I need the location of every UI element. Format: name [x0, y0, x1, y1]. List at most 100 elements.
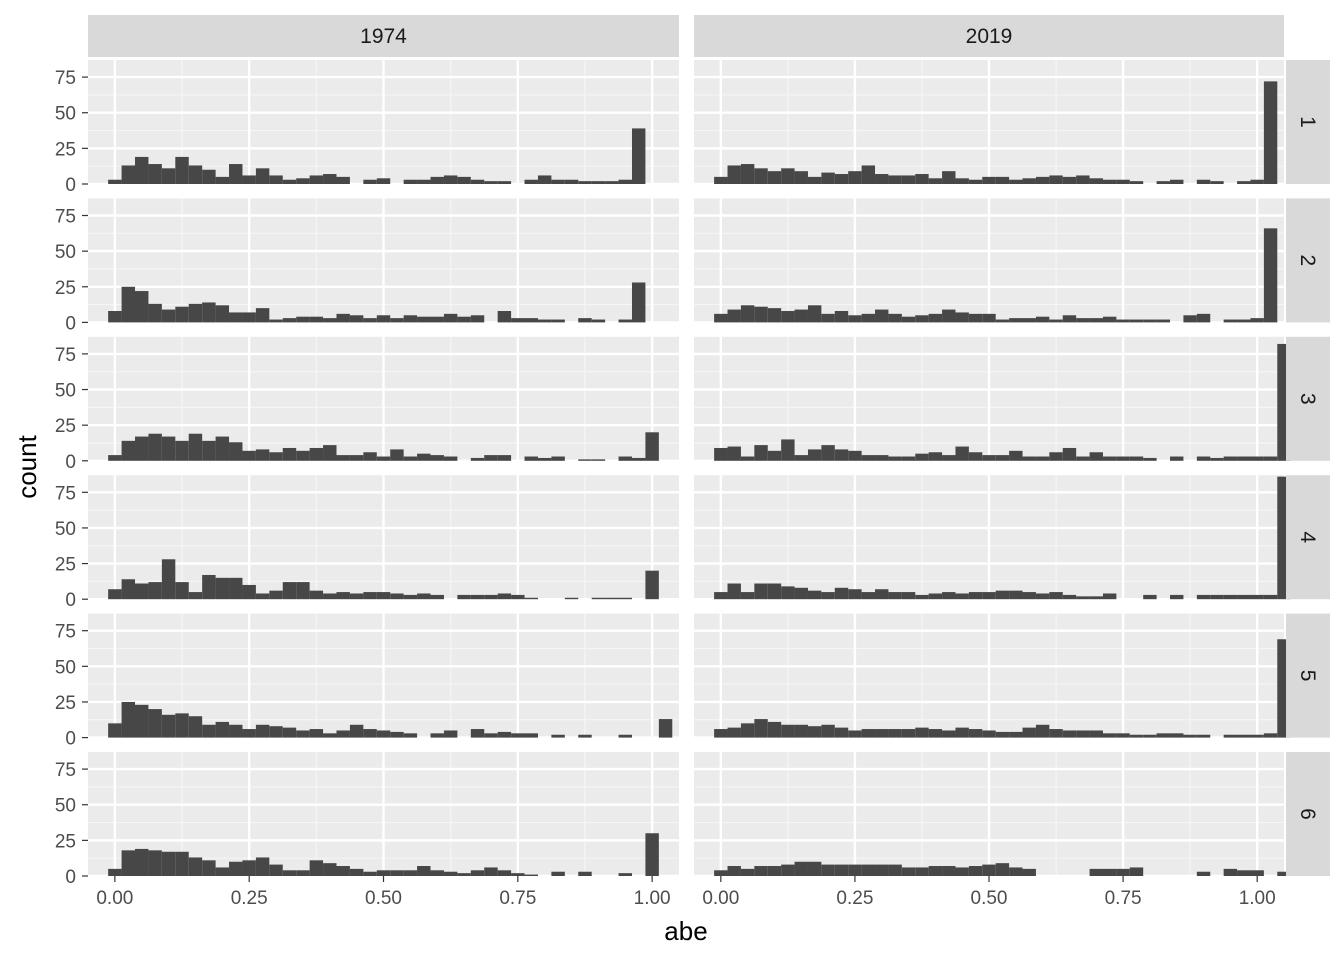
histogram-bar [497, 731, 512, 738]
histogram-bar [888, 729, 902, 738]
histogram-bar [524, 733, 538, 738]
histogram-bar [928, 729, 943, 738]
panel-2019-1 [694, 60, 1284, 186]
histogram-bar [821, 864, 835, 876]
histogram-bar [309, 175, 324, 184]
histogram-bar [175, 851, 189, 876]
histogram-bar [161, 436, 176, 461]
histogram-bar [915, 315, 929, 323]
histogram-bar [242, 450, 256, 461]
histogram-bar [390, 318, 404, 323]
histogram-bar [821, 445, 835, 461]
histogram-bar [1022, 318, 1036, 323]
histogram-bar [524, 318, 538, 323]
histogram-bar [1223, 319, 1238, 323]
histogram-bar [336, 866, 350, 876]
histogram-bar [1035, 316, 1050, 323]
histogram-bar [175, 440, 189, 461]
histogram-bar [443, 175, 458, 184]
histogram-bar [942, 171, 956, 184]
histogram-bar [631, 457, 646, 461]
histogram-bar [834, 587, 849, 600]
histogram-bar [754, 583, 768, 600]
histogram-bar [995, 590, 1010, 600]
histogram-bar [1170, 456, 1184, 461]
histogram-bar [618, 456, 632, 461]
histogram-bar [767, 721, 782, 738]
histogram-bar [484, 455, 498, 461]
histogram-bar [1250, 179, 1264, 184]
histogram-bar [1009, 179, 1023, 184]
histogram-bar [148, 850, 162, 876]
y-tick-label: 0 [65, 729, 76, 750]
row-strip-label: 1 [1296, 116, 1319, 128]
histogram-bar [1049, 592, 1063, 600]
y-tick-label: 0 [65, 590, 76, 611]
histogram-bar [821, 172, 835, 184]
histogram-bar [605, 597, 619, 600]
histogram-bar [928, 178, 943, 184]
row-strip-background [1286, 198, 1330, 323]
histogram-bar [1022, 868, 1036, 876]
histogram-bar [108, 723, 122, 738]
histogram-bar [229, 577, 243, 600]
histogram-bar [781, 586, 795, 600]
histogram-bar [282, 179, 297, 184]
histogram-bar [1022, 178, 1036, 184]
histogram-bar [995, 319, 1010, 323]
histogram-bar [982, 730, 996, 738]
histogram-bar [901, 867, 916, 876]
col-strip-label: 1974 [360, 25, 407, 48]
histogram-bar [1089, 596, 1103, 600]
histogram-bar [1143, 734, 1157, 738]
histogram-bar [470, 870, 485, 876]
histogram-bar [821, 724, 835, 738]
histogram-bar [848, 171, 862, 184]
x-tick-label: 1.00 [634, 888, 671, 909]
histogram-bar [1250, 870, 1264, 876]
histogram-bar [323, 863, 337, 876]
histogram-bar [417, 179, 431, 184]
histogram-bar [875, 864, 889, 876]
histogram-bar [255, 724, 270, 738]
y-tick-label: 75 [55, 483, 76, 504]
histogram-bar [430, 455, 444, 461]
histogram-bar [524, 456, 538, 461]
histogram-bar [915, 453, 929, 461]
histogram-bar [861, 729, 876, 738]
histogram-bar [390, 593, 404, 600]
histogram-bar [296, 582, 310, 600]
histogram-bar [1210, 181, 1224, 184]
histogram-bar [1022, 727, 1036, 738]
y-axis-title: count [12, 434, 42, 498]
histogram-bar [215, 721, 230, 738]
histogram-bar [161, 168, 176, 184]
histogram-bar [108, 179, 122, 184]
histogram-bar [1156, 733, 1171, 738]
y-tick-label: 75 [55, 760, 76, 781]
histogram-bar [417, 453, 431, 461]
histogram-bar [349, 868, 364, 876]
histogram-bar [390, 449, 404, 461]
histogram-bar [1116, 456, 1130, 461]
histogram-bar [161, 559, 176, 600]
histogram-bar [955, 593, 969, 600]
histogram-bar [296, 450, 310, 461]
histogram-bar [794, 455, 808, 461]
histogram-bar [861, 165, 876, 184]
y-tick-label: 50 [55, 657, 76, 678]
histogram-bar [915, 594, 929, 600]
histogram-bar [794, 171, 808, 184]
histogram-bar [484, 181, 498, 184]
histogram-bar [242, 729, 256, 738]
histogram-bar [1076, 318, 1090, 323]
histogram-bar [229, 312, 243, 323]
histogram-bar [430, 594, 444, 600]
histogram-bar [645, 570, 659, 600]
histogram-bar [591, 597, 606, 600]
histogram-bar [537, 319, 552, 323]
histogram-bar [349, 724, 364, 738]
histogram-bar [982, 455, 996, 461]
histogram-bar [108, 589, 122, 600]
histogram-bar [955, 178, 969, 184]
